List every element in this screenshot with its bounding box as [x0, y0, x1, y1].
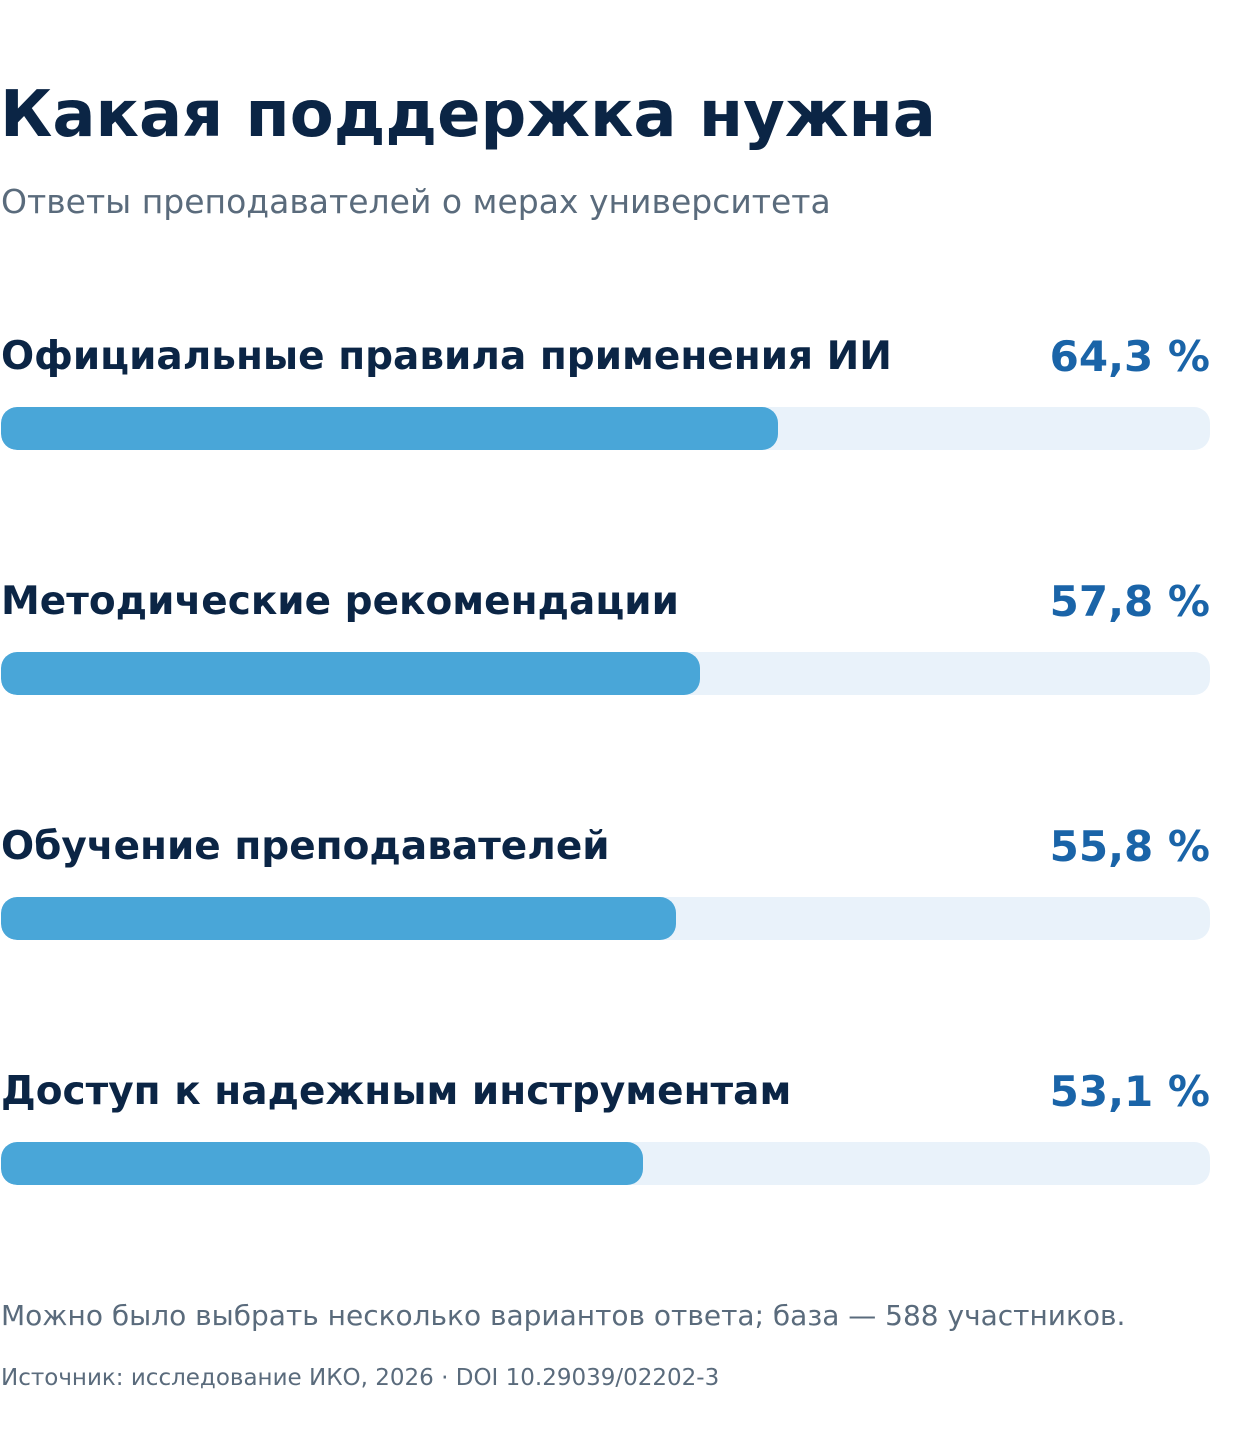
bar	[1, 652, 700, 695]
bar-track	[1, 652, 1210, 695]
bar-row: Методические рекомендации 57,8 %	[0, 575, 1210, 697]
page-title: Какая поддержка нужна	[0, 78, 936, 152]
bar-category-label: Доступ к надежным инструментам	[1, 1069, 792, 1114]
bar-category-label: Методические рекомендации	[1, 579, 679, 624]
bar-track	[1, 897, 1210, 940]
bar-value-label: 64,3 %	[1049, 332, 1210, 381]
bar-value-label: 57,8 %	[1049, 577, 1210, 626]
footnote: Можно было выбрать несколько вариантов о…	[1, 1299, 1126, 1332]
bar-category-label: Обучение преподавателей	[1, 824, 610, 869]
page-subtitle: Ответы преподавателей о мерах университе…	[1, 182, 831, 221]
source-citation: Источник: исследование ИКО, 2026 · DOI 1…	[1, 1365, 720, 1391]
bar-value-label: 53,1 %	[1049, 1067, 1210, 1116]
bar-category-label: Официальные правила применения ИИ	[1, 334, 892, 379]
bar	[1, 1142, 643, 1185]
bar	[1, 407, 779, 450]
bar-row: Обучение преподавателей 55,8 %	[0, 820, 1210, 942]
bar-row: Официальные правила применения ИИ 64,3 %	[0, 330, 1210, 452]
bar-track	[1, 407, 1210, 450]
bar-row: Доступ к надежным инструментам 53,1 %	[0, 1065, 1210, 1187]
bar-track	[1, 1142, 1210, 1185]
bar-value-label: 55,8 %	[1049, 822, 1210, 871]
bar	[1, 897, 676, 940]
horizontal-bar-chart: Официальные правила применения ИИ 64,3 % М…	[0, 330, 1210, 1210]
